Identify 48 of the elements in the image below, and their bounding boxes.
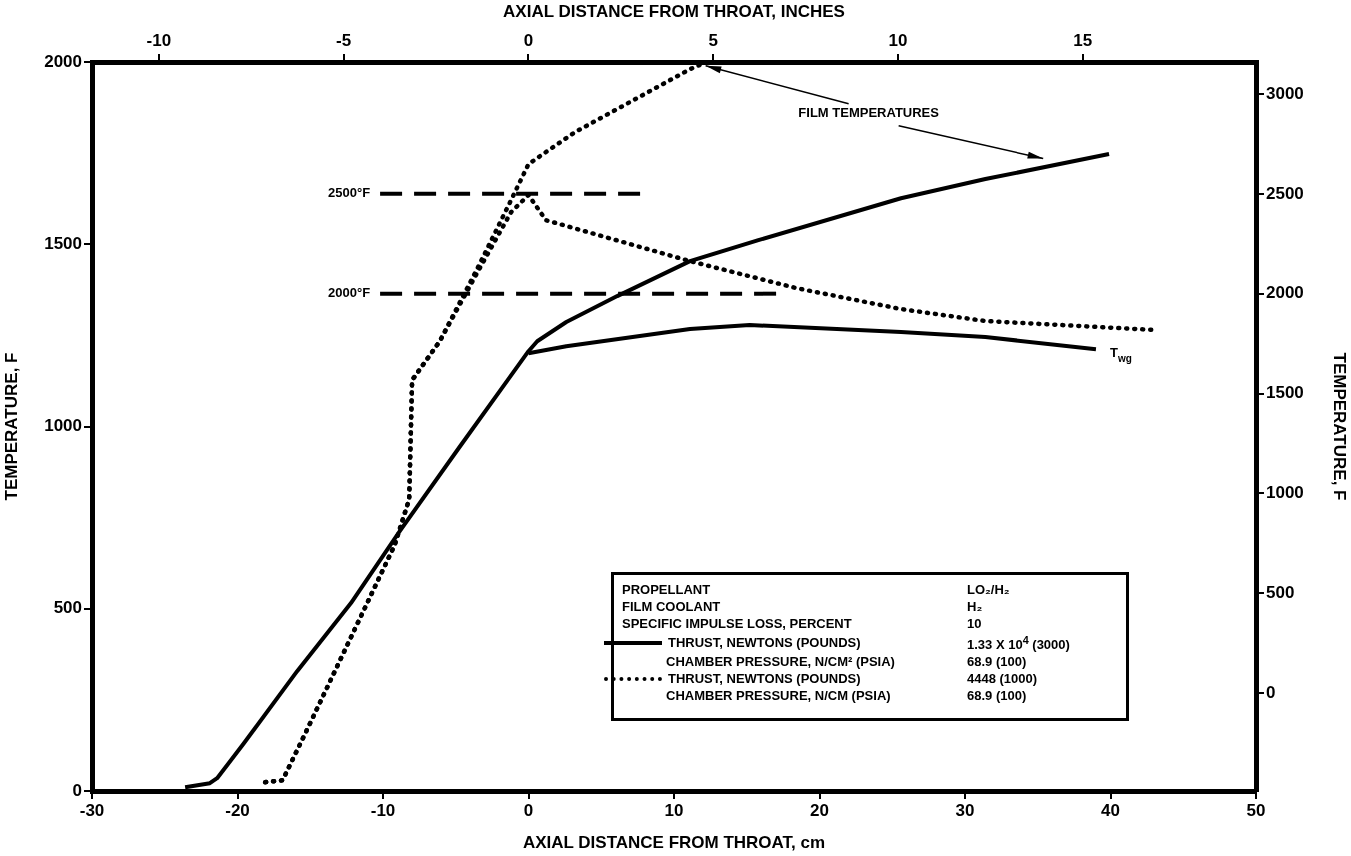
y2-tick-label: 3000 [1266, 83, 1304, 103]
annotation: SPECIFIC IMPULSE LOSS, PERCENT [622, 615, 852, 632]
y-tick-label: 1000 [44, 416, 82, 436]
annotation: 68.9 (100) [967, 653, 1027, 671]
x-tick-label: -20 [225, 800, 250, 820]
legend-label: THRUST, NEWTONS (POUNDS) [668, 670, 861, 688]
annotation: LO₂/H₂ [967, 581, 1010, 598]
x-tick-label: 0 [523, 800, 534, 820]
annotation: 1.33 X 10$^{4}$ (3000) [967, 633, 1070, 654]
y2-tick-label: 500 [1266, 582, 1295, 602]
x2-tick-label: 10 [888, 31, 908, 51]
x-tick-label: 20 [810, 800, 829, 820]
annotation: CHAMBER PRESSURE, N/CM² (PSIA) [665, 653, 895, 671]
y2-axis-title: TEMPERATURE, F [1330, 352, 1350, 501]
x2-axis-title: AXIAL DISTANCE FROM THROAT, INCHES [503, 1, 845, 21]
annotation: FILM COOLANT [622, 598, 721, 615]
x-tick-label: 50 [1246, 800, 1266, 820]
x2-tick-label: -5 [336, 31, 352, 51]
annotation: 10 [967, 615, 982, 632]
x2-tick-label: 15 [1073, 31, 1093, 51]
annotation: 68.9 (100) [967, 687, 1027, 705]
y-tick-label: 1500 [44, 233, 82, 253]
x-tick-label: -30 [79, 800, 105, 820]
annotation: 4448 (1000) [967, 670, 1038, 688]
y2-tick-label: 1500 [1266, 383, 1304, 403]
x-axis-title: AXIAL DISTANCE FROM THROAT, cm [522, 833, 826, 853]
y-tick-label: 0 [72, 780, 82, 800]
y-axis-title: TEMPERATURE, F [1, 352, 21, 501]
legend-label: THRUST, NEWTONS (POUNDS) [668, 634, 861, 652]
y2-tick-label: 0 [1266, 682, 1276, 702]
x-tick-label: 40 [1101, 800, 1120, 820]
x2-tick-label: 0 [523, 31, 534, 51]
annotation: 2000°F [328, 285, 371, 301]
y2-tick-label: 2000 [1266, 283, 1304, 303]
annotation: H₂ [967, 598, 983, 615]
annotation: 2500°F [328, 185, 371, 201]
annotation: FILM TEMPERATURES [798, 105, 940, 121]
x2-tick-label: 5 [708, 31, 718, 51]
y-tick-label: 500 [53, 598, 82, 618]
x-tick-label: -10 [370, 800, 396, 820]
annotation: CHAMBER PRESSURE, N/CM (PSIA) [665, 687, 891, 705]
x-tick-label: 10 [664, 800, 684, 820]
y-tick-label: 2000 [44, 51, 82, 71]
annotation: PROPELLANT [622, 581, 711, 598]
x-tick-label: 30 [955, 800, 975, 820]
y2-tick-label: 1000 [1266, 483, 1304, 503]
x2-tick-label: -10 [146, 31, 172, 51]
y2-tick-label: 2500 [1266, 183, 1304, 203]
